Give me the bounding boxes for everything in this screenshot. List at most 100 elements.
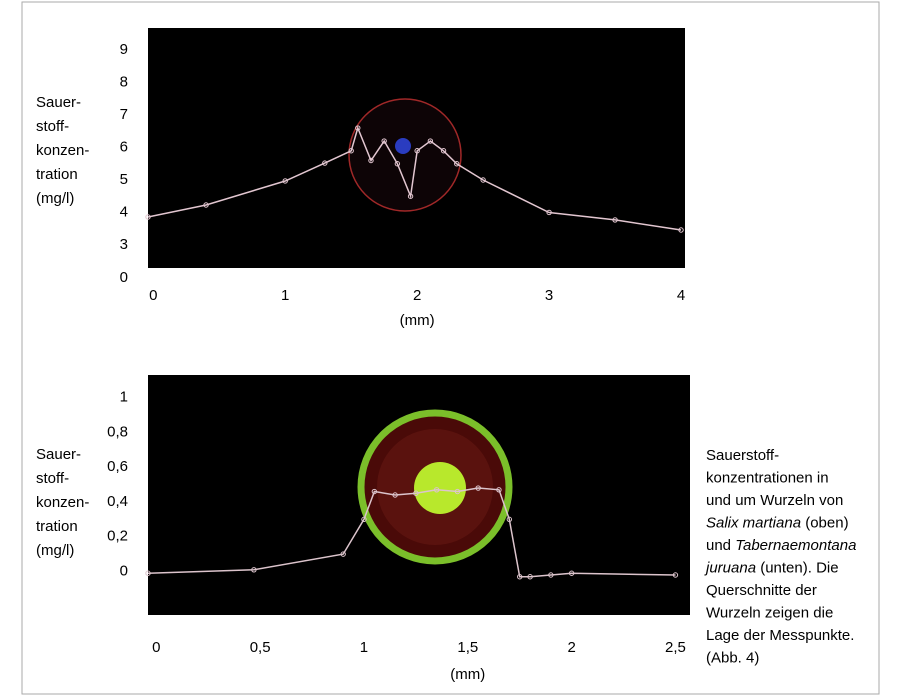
data-point xyxy=(672,572,679,578)
caption-line: und um Wurzeln von xyxy=(706,492,843,509)
data-point xyxy=(394,161,401,167)
caption-text: und um Wurzeln von xyxy=(706,492,843,509)
caption-text: Querschnitte der xyxy=(706,582,817,599)
y-axis-label: (mg/l) xyxy=(36,542,74,559)
y-tick-label: 7 xyxy=(120,106,128,123)
caption-text: Wurzeln zeigen die xyxy=(706,604,833,621)
caption-text: (Abb. 4) xyxy=(706,649,759,666)
caption-text: Sauerstoff- xyxy=(706,447,779,464)
caption-text: Tabernaemontana xyxy=(735,537,856,554)
data-point xyxy=(322,160,328,166)
data-point xyxy=(568,570,575,576)
x-tick-label: 3 xyxy=(545,287,553,304)
y-axis-label: (mg/l) xyxy=(36,190,74,207)
data-point xyxy=(548,572,554,578)
caption-line: Salix martiana (oben) xyxy=(706,514,849,531)
y-tick-label: 0 xyxy=(120,269,128,286)
y-axis-label: tration xyxy=(36,518,78,535)
y-axis-label: konzen- xyxy=(36,142,89,159)
data-point xyxy=(517,574,523,580)
x-tick-label: 2 xyxy=(567,639,575,656)
caption-line: Wurzeln zeigen die xyxy=(706,604,833,621)
data-point xyxy=(407,193,414,199)
data-point xyxy=(371,488,378,495)
root-section xyxy=(348,98,462,212)
y-tick-label: 0,4 xyxy=(107,493,128,510)
caption-text: konzentrationen in xyxy=(706,469,829,486)
y-tick-label: 0,8 xyxy=(107,423,128,440)
x-tick-label: 0 xyxy=(152,639,160,656)
y-axis-label: stoff- xyxy=(36,470,69,487)
y-tick-label: 1 xyxy=(120,389,128,406)
x-tick-label: 2,5 xyxy=(665,639,686,656)
data-point xyxy=(454,161,460,167)
caption-line: Lage der Messpunkte. xyxy=(706,627,854,644)
caption-text: und xyxy=(706,537,735,554)
caption-text: juruana xyxy=(704,559,756,576)
y-tick-label: 3 xyxy=(120,236,128,253)
x-tick-label: 0 xyxy=(149,287,157,304)
x-axis-label: (mm) xyxy=(450,666,485,683)
data-point xyxy=(413,490,419,496)
image-top xyxy=(148,28,685,268)
y-tick-label: 0 xyxy=(120,562,128,579)
x-tick-label: 1,5 xyxy=(457,639,478,656)
x-tick-label: 4 xyxy=(677,287,685,304)
data-point xyxy=(506,516,513,523)
data-point xyxy=(145,214,151,220)
data-point xyxy=(145,570,151,576)
data-point xyxy=(480,177,486,183)
data-point xyxy=(203,202,209,208)
y-tick-label: 8 xyxy=(120,74,128,91)
y-tick-label: 9 xyxy=(120,41,128,58)
data-point xyxy=(392,492,398,498)
x-tick-label: 1 xyxy=(281,287,289,304)
data-line xyxy=(147,487,676,578)
y-axis-label: konzen- xyxy=(36,494,89,511)
data-point xyxy=(427,138,434,144)
caption-text: (unten). Die xyxy=(756,559,839,576)
root-core xyxy=(414,462,466,514)
data-point xyxy=(361,516,367,523)
data-point xyxy=(527,574,533,580)
data-point xyxy=(340,551,346,557)
caption-text: Salix martiana xyxy=(706,514,801,531)
y-tick-label: 6 xyxy=(120,138,128,155)
x-tick-label: 2 xyxy=(413,287,421,304)
y-tick-label: 0,2 xyxy=(107,528,128,545)
y-axis-label: tration xyxy=(36,166,78,183)
data-point xyxy=(355,125,361,131)
data-line xyxy=(147,125,682,231)
caption-line: und Tabernaemontana xyxy=(706,537,856,554)
y-axis-label: Sauer- xyxy=(36,94,81,111)
data-point xyxy=(440,148,447,154)
caption-text: Lage der Messpunkte. xyxy=(706,627,854,644)
data-point xyxy=(282,178,288,184)
data-point xyxy=(381,138,387,144)
y-tick-label: 4 xyxy=(120,203,128,220)
frame xyxy=(21,1,880,695)
caption-line: Querschnitte der xyxy=(706,582,817,599)
caption-line: juruana (unten). Die xyxy=(704,559,839,576)
caption-text: (oben) xyxy=(801,514,849,531)
x-tick-label: 0,5 xyxy=(250,639,271,656)
data-point xyxy=(496,487,502,493)
data-point xyxy=(612,217,618,223)
root-core xyxy=(395,138,411,154)
x-axis-label: (mm) xyxy=(400,312,435,329)
data-point xyxy=(368,157,374,164)
y-tick-label: 5 xyxy=(120,171,128,188)
image-bottom xyxy=(148,375,690,615)
caption-line: konzentrationen in xyxy=(706,469,829,486)
data-point xyxy=(414,148,420,154)
data-point xyxy=(678,227,684,233)
data-point xyxy=(475,485,481,491)
caption-line: (Abb. 4) xyxy=(706,649,759,666)
x-tick-label: 1 xyxy=(360,639,368,656)
data-point xyxy=(433,487,440,493)
data-point xyxy=(251,567,257,573)
y-tick-label: 0,6 xyxy=(107,458,128,475)
y-axis-label: stoff- xyxy=(36,118,69,135)
data-point xyxy=(454,488,461,495)
